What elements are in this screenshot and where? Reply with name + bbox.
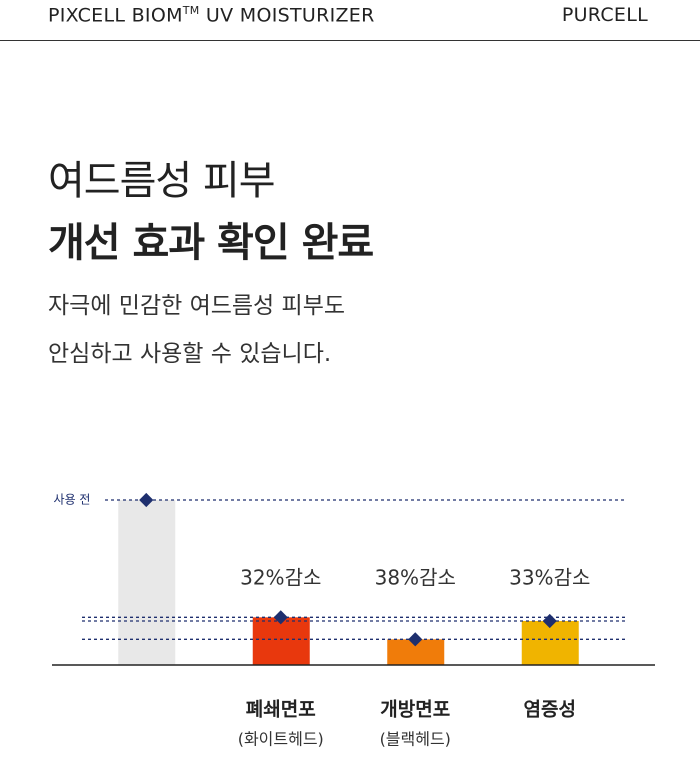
brand: PURCELL — [561, 4, 648, 26]
reference-label: 사용 전 — [54, 493, 91, 507]
category-label: 개방면포 — [380, 699, 450, 721]
category-label: 폐쇄면포 — [246, 699, 316, 721]
marker — [408, 632, 423, 647]
bar — [118, 500, 176, 665]
bar — [521, 621, 579, 665]
marker — [542, 613, 557, 629]
description-line1: 자극에 민감한 여드름성 피부도 — [48, 293, 346, 319]
reduction-label: 32%감소 — [240, 566, 321, 590]
headline-line1: 여드름성 피부 — [48, 158, 276, 204]
headline-line2: 개선 효과 확인 완료 — [48, 220, 374, 266]
product-name-text: PIXCELL BIOM — [48, 4, 183, 27]
product-suffix: UV MOISTURIZER — [205, 4, 375, 27]
reduction-label: 33%감소 — [509, 566, 590, 590]
description-line2: 안심하고 사용할 수 있습니다. — [48, 341, 332, 367]
category-sublabel: (블랙헤드) — [380, 730, 451, 749]
marker — [139, 492, 154, 508]
product-name: PIXCELL BIOMTM UV MOISTURIZER — [48, 4, 375, 26]
marker — [273, 610, 288, 625]
header-divider — [0, 40, 700, 41]
reduction-label: 38%감소 — [375, 566, 456, 590]
bar — [252, 617, 310, 665]
category-label: 염증성 — [524, 699, 576, 721]
trademark: TM — [182, 4, 200, 17]
category-sublabel: (화이트헤드) — [238, 730, 324, 749]
